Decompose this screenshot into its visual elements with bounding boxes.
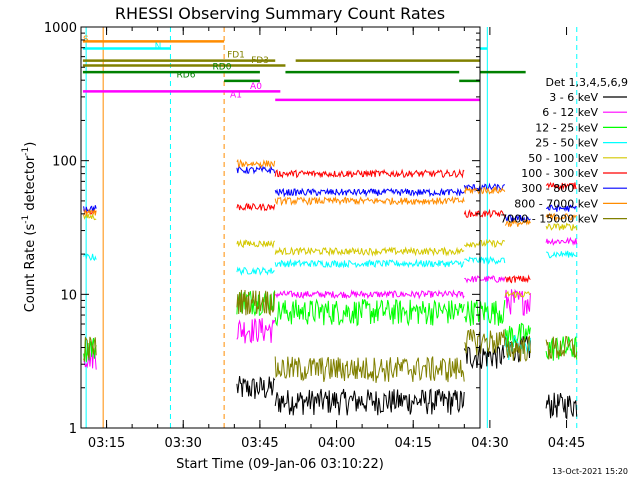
series-line (236, 158, 276, 169)
series-line (236, 376, 276, 399)
flag-label-rd6: RD6 (177, 71, 196, 81)
series-line (83, 253, 97, 262)
series-line (546, 250, 577, 259)
y-tick-label: 1000 (44, 21, 77, 36)
y-axis-label-sup1: -1 (21, 215, 31, 224)
series-line (236, 202, 276, 212)
legend-entry-label: 100 - 300 keV (521, 167, 598, 180)
series-line (504, 214, 531, 223)
series-line (464, 328, 506, 356)
footer-timestamp: 13-Oct-2021 15:20 (552, 467, 628, 476)
x-tick-label: 03:30 (164, 436, 201, 451)
series-25-50-kev (83, 250, 577, 361)
y-axis-label-end: ) (23, 142, 38, 147)
legend-title: Det 1,3,4,5,6,9 (545, 76, 628, 89)
series-50-100-kev (83, 211, 578, 299)
series-line (463, 343, 506, 370)
axes: 1 10 100 1000 03:15 03:30 03:45 04:00 04:15 04:30… (44, 21, 585, 451)
x-tick-label: 04:45 (548, 436, 585, 451)
series-800-7000-kev (83, 158, 577, 228)
series-line (545, 335, 578, 360)
series-3-6-kev (236, 335, 578, 420)
legend-entry-label: 800 - 7000 keV (514, 197, 598, 210)
series-line (504, 322, 531, 347)
legend-entry-label: 6 - 12 keV (542, 106, 598, 119)
legend-entry-label: 300 - 800 keV (521, 182, 598, 195)
series-7000-15000-kev (83, 289, 578, 383)
series-line (545, 236, 578, 246)
series-line (545, 204, 577, 212)
series-line (274, 298, 465, 327)
legend: 3 - 6 keV 6 - 12 keV 12 - 25 keV 25 - 50 ke… (500, 91, 627, 226)
flag-label-rd0: RD0 (213, 62, 232, 72)
legend-entry-label: 50 - 100 keV (528, 152, 598, 165)
series-line (83, 336, 97, 362)
series-line (83, 211, 97, 221)
series-line (236, 238, 276, 249)
series-line (545, 222, 578, 231)
series-line (236, 289, 276, 317)
series-line (504, 218, 531, 228)
series-line (463, 300, 506, 326)
series-line (504, 288, 531, 316)
plot-area: S N FD1 FD3 RD0 RD6 A0 A1 (82, 27, 578, 428)
series-line (274, 388, 465, 416)
x-axis-label: Start Time (09-Jan-06 03:10:22) (176, 457, 384, 472)
y-tick-label: 1 (69, 422, 77, 437)
flag-label-a1: A1 (230, 90, 242, 100)
series-line (545, 181, 577, 191)
series-6-12-kev (83, 236, 578, 370)
y-tick-label: 100 (52, 155, 77, 170)
series-12-25-kev (83, 290, 578, 362)
legend-entry-label: 25 - 50 keV (535, 137, 598, 150)
flag-label-fd3: FD3 (251, 56, 269, 66)
series-line (463, 185, 506, 195)
series-line (236, 318, 276, 344)
series-line (545, 392, 578, 420)
chart-title: RHESSI Observing Summary Count Rates (115, 4, 445, 23)
y-axis-label-sup2: -1 (21, 147, 31, 156)
series-line (504, 335, 531, 362)
series-line (274, 168, 465, 179)
series-line (83, 208, 97, 217)
x-tick-label: 03:15 (88, 436, 125, 451)
y-axis-label: Count Rate (s-1 detector-1) (21, 142, 38, 313)
y-axis-label-mid: detector (23, 155, 38, 215)
series-line (504, 290, 531, 299)
legend-entry-label: 12 - 25 keV (535, 121, 598, 134)
x-tick-label: 03:45 (241, 436, 278, 451)
series-line (236, 165, 276, 175)
series-line (236, 266, 275, 276)
series-line (463, 238, 506, 249)
x-tick-label: 04:15 (394, 436, 431, 451)
series-300-800-kev (83, 165, 577, 223)
series-line (463, 208, 506, 219)
flag-label-a0: A0 (250, 82, 262, 92)
y-axis-label-main: Count Rate (s (23, 224, 38, 313)
flag-label-s: S (83, 35, 89, 45)
series-line (274, 246, 465, 257)
series-line (274, 258, 465, 269)
x-tick-label: 04:30 (471, 436, 508, 451)
flag-label-fd1: FD1 (227, 51, 245, 61)
plot-frame (80, 26, 481, 429)
series-line (545, 212, 577, 223)
series-line (504, 274, 531, 284)
series-line (463, 182, 506, 193)
flag-label-n: N (155, 42, 162, 52)
x-tick-label: 04:00 (318, 436, 355, 451)
series-line (464, 255, 506, 265)
legend-entry-label: 7000 - 15000 keV (500, 213, 598, 226)
series-line (274, 289, 465, 300)
series-line (274, 356, 465, 383)
y-tick-label: 10 (60, 288, 77, 303)
legend-entry-label: 3 - 6 keV (549, 91, 598, 104)
series-line (274, 187, 465, 198)
series-line (464, 275, 506, 284)
series-line (274, 195, 465, 207)
